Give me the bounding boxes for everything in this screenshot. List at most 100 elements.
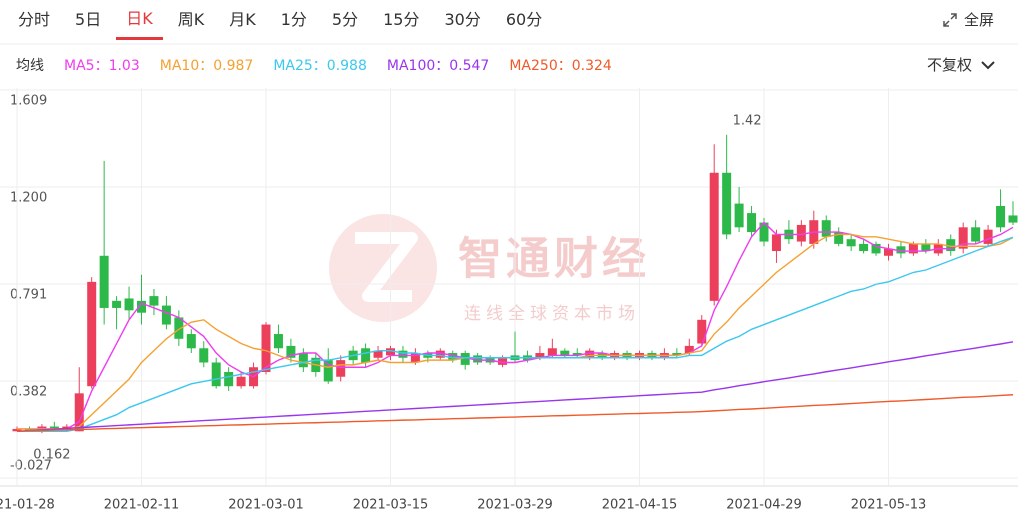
period-tab[interactable]: 1分 <box>280 10 307 29</box>
ma-line <box>17 221 1014 430</box>
ma-label: 均线 <box>16 58 44 74</box>
candle-body <box>585 350 595 358</box>
watermark-brand: 智通财经 <box>458 234 650 285</box>
min-annotation: 0.162 <box>33 448 70 463</box>
y-tick-label: 0.791 <box>10 288 47 303</box>
candle-body <box>709 172 719 301</box>
candle-body <box>49 426 59 429</box>
candle-body <box>386 348 395 356</box>
candle-body <box>298 353 308 368</box>
candle-body <box>435 350 445 358</box>
ma-line <box>16 394 1014 432</box>
candle-body <box>124 298 134 311</box>
candle-body <box>535 353 545 358</box>
candle-body <box>996 205 1006 228</box>
candle-body <box>859 243 869 252</box>
candle-body <box>448 353 458 361</box>
ma-line <box>16 341 1014 432</box>
candle-body <box>373 350 383 358</box>
candle-body <box>572 353 582 356</box>
adjust-label: 不复权 <box>926 56 972 74</box>
candle-body <box>286 345 296 358</box>
y-tick-label: 1.609 <box>10 94 47 109</box>
x-tick-label: 2021-03-29 <box>477 498 553 513</box>
candle-body <box>884 248 893 256</box>
legend-entry: MA10：0.987 <box>159 58 254 74</box>
candle-body <box>62 426 72 429</box>
candle-body <box>946 239 956 252</box>
candle-body <box>161 305 171 325</box>
candle-body <box>547 348 557 356</box>
candle-body <box>697 319 707 344</box>
candle-body <box>336 360 346 377</box>
y-tick-label: 1.200 <box>10 191 47 206</box>
candle-body <box>99 255 109 308</box>
candle-body <box>1008 215 1018 223</box>
candle-body <box>174 317 184 339</box>
period-tab[interactable]: 5分 <box>331 10 359 29</box>
x-tick-label: 2021-01-28 <box>0 498 55 513</box>
candle-body <box>747 213 757 233</box>
period-tabs: 分时 5日 日K 周K 月K 1分 5分 15分 30分 60分 <box>8 0 557 40</box>
x-tick-label: 2021-05-13 <box>851 498 927 513</box>
candle-body <box>560 350 570 356</box>
candle-body <box>323 360 333 382</box>
candle-body <box>971 227 981 242</box>
period-tab[interactable]: 30分 <box>444 10 481 29</box>
candle-body <box>684 345 694 354</box>
candle-body <box>796 224 806 242</box>
x-tick-label: 2021-04-15 <box>602 498 678 513</box>
candle-body <box>983 229 993 244</box>
candle-body <box>410 353 420 363</box>
candle-body <box>871 243 881 254</box>
candle-body <box>846 239 856 247</box>
candle-body <box>921 243 931 252</box>
candle-body <box>74 393 84 432</box>
period-tab[interactable]: 周K <box>177 10 205 29</box>
candle-body <box>834 232 844 244</box>
period-tab[interactable]: 60分 <box>505 10 543 29</box>
candle-body <box>361 348 371 363</box>
candle-body <box>236 376 246 387</box>
candle-body <box>12 428 22 432</box>
x-tick-label: 2021-02-11 <box>104 498 180 513</box>
candle-body <box>112 300 122 308</box>
candle-body <box>149 296 159 306</box>
candle-body <box>734 203 744 228</box>
x-tick-label: 2021-04-29 <box>726 498 802 513</box>
candle-body <box>821 220 831 237</box>
candle-body <box>722 172 732 235</box>
period-tab[interactable]: 日K <box>116 0 163 40</box>
candle-body <box>273 334 283 349</box>
legend-entry: MA5：1.03 <box>64 58 140 74</box>
y-tick-label: 0.382 <box>10 385 47 400</box>
candle-body <box>224 371 234 387</box>
period-tab[interactable]: 5日 <box>75 10 102 29</box>
candle-body <box>498 357 508 365</box>
fullscreen-label: 全屏 <box>963 11 994 29</box>
legend-entry: MA25：0.988 <box>273 58 367 74</box>
watermark-slogan: 连线全球资本市场 <box>464 304 640 324</box>
x-tick-label: 2021-03-15 <box>353 498 429 513</box>
candle-body <box>186 334 196 349</box>
candle-body <box>137 300 146 313</box>
max-annotation: 1.42 <box>733 113 762 128</box>
ma-legend: 均线 MA5：1.03 MA10：0.987 MA25：0.988 MA100：0.5… <box>16 55 612 75</box>
candle-body <box>87 281 97 387</box>
candle-body <box>958 227 968 249</box>
candle-body <box>908 243 918 254</box>
x-tick-label: 2021-03-01 <box>228 498 304 513</box>
candle-body <box>261 324 271 372</box>
period-tab[interactable]: 分时 <box>18 10 51 29</box>
fullscreen-icon <box>943 12 957 27</box>
candle-body <box>896 246 906 254</box>
fullscreen-button[interactable]: 全屏 <box>942 9 994 30</box>
period-tab[interactable]: 15分 <box>383 10 420 29</box>
candle-body <box>398 350 408 358</box>
candle-body <box>759 222 769 242</box>
adjust-select[interactable]: 不复权 <box>927 54 996 75</box>
period-tab[interactable]: 月K <box>229 10 256 29</box>
candle-body <box>672 353 682 356</box>
